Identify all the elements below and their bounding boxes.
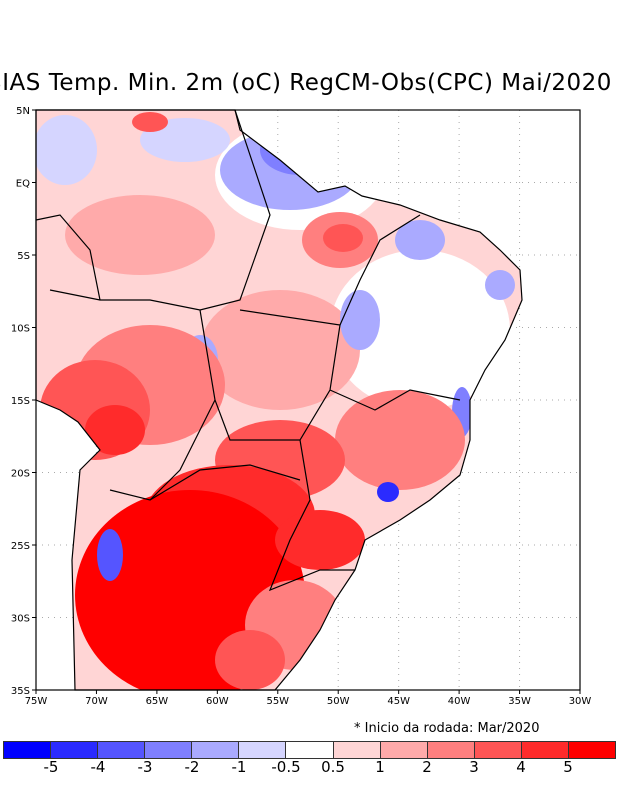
colorbar bbox=[3, 741, 616, 759]
colorbar-label: -5 bbox=[43, 758, 59, 776]
colorbar-bin bbox=[521, 742, 569, 758]
lat-tick-label: 10S bbox=[11, 324, 30, 335]
colorbar-bin bbox=[286, 742, 334, 758]
lon-tick-label: 65W bbox=[146, 696, 169, 707]
colorbar-bin bbox=[380, 742, 428, 758]
bias-map: 75W 70W 65W 60W 55W 50W 45W 40W 35W 30W 5N EQ 5S 10S 1… bbox=[11, 106, 591, 707]
lon-tick-label: 30W bbox=[569, 696, 592, 707]
colorbar-bin bbox=[192, 742, 240, 758]
lat-tick-label: 5N bbox=[16, 106, 30, 117]
colorbar-label: 2 bbox=[422, 758, 432, 776]
lat-tick-label: 20S bbox=[11, 469, 30, 480]
colorbar-bin bbox=[4, 742, 52, 758]
colorbar-label: -4 bbox=[90, 758, 106, 776]
run-start-note: * Inicio da rodada: Mar/2020 bbox=[354, 721, 540, 736]
lat-tick-label: 30S bbox=[11, 614, 30, 625]
colorbar-label: 1 bbox=[375, 758, 385, 776]
colorbar-bin bbox=[51, 742, 99, 758]
colorbar-label: 4 bbox=[516, 758, 526, 776]
bias-field bbox=[36, 110, 522, 690]
lon-tick-label: 60W bbox=[206, 696, 229, 707]
colorbar-bin bbox=[333, 742, 381, 758]
lat-tick-label: 15S bbox=[11, 396, 30, 407]
colorbar-bin bbox=[145, 742, 193, 758]
lon-tick-label: 50W bbox=[327, 696, 350, 707]
lat-tick-label: 35S bbox=[11, 686, 30, 697]
lat-tick-label: 5S bbox=[17, 251, 30, 262]
colorbar-label: 0.5 bbox=[321, 758, 345, 776]
lon-tick-label: 35W bbox=[508, 696, 531, 707]
colorbar-bin bbox=[239, 742, 287, 758]
colorbar-label: 5 bbox=[563, 758, 573, 776]
lat-tick-label: EQ bbox=[16, 179, 30, 190]
colorbar-label: -0.5 bbox=[271, 758, 301, 776]
lon-tick-label: 70W bbox=[85, 696, 108, 707]
map-title: BIAS Temp. Min. 2m (oC) RegCM-Obs(CPC) M… bbox=[0, 70, 612, 96]
axis-ticks: 75W 70W 65W 60W 55W 50W 45W 40W 35W 30W 5N EQ 5S 10S 1… bbox=[11, 106, 591, 707]
lon-tick-label: 55W bbox=[266, 696, 289, 707]
country-borders bbox=[35, 109, 523, 691]
lon-tick-label: 40W bbox=[448, 696, 471, 707]
colorbar-label: -3 bbox=[137, 758, 153, 776]
colorbar-bin bbox=[474, 742, 522, 758]
colorbar-label: -1 bbox=[231, 758, 247, 776]
colorbar-label: 3 bbox=[469, 758, 479, 776]
colorbar-bin bbox=[98, 742, 146, 758]
lon-tick-label: 45W bbox=[387, 696, 410, 707]
colorbar-bin bbox=[427, 742, 475, 758]
lon-tick-label: 75W bbox=[25, 696, 48, 707]
colorbar-label: -2 bbox=[184, 758, 200, 776]
colorbar-bin bbox=[568, 742, 616, 758]
lat-tick-label: 25S bbox=[11, 541, 30, 552]
